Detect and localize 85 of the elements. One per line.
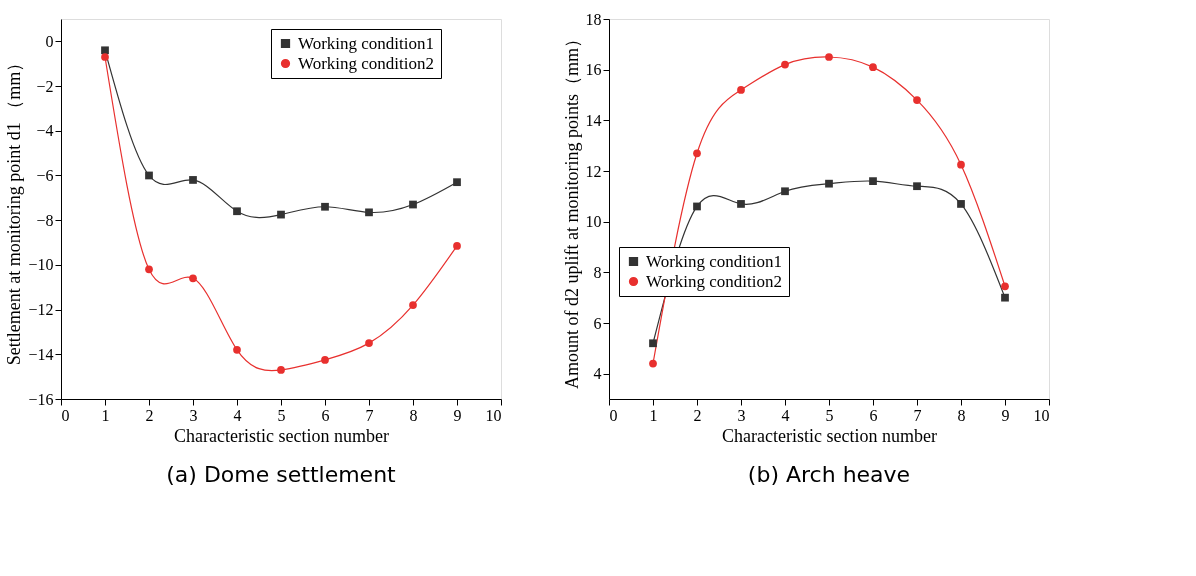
x-tick-label: 6 — [869, 406, 878, 424]
x-tick-label: 0 — [61, 406, 70, 424]
y-axis-title: Settlement at monitoring point d1 （mm） — [4, 53, 25, 366]
y-tick-label: 12 — [585, 162, 602, 180]
x-tick-label: 5 — [825, 406, 834, 424]
point — [957, 200, 965, 208]
y-tick-label: 18 — [585, 10, 602, 28]
point — [189, 176, 197, 184]
x-tick-label: 2 — [145, 406, 154, 424]
x-tick-label: 3 — [189, 406, 198, 424]
point — [409, 200, 417, 209]
point — [365, 208, 373, 217]
x-tick-label: 9 — [1001, 406, 1010, 424]
point — [825, 53, 833, 61]
y-tick-label: 14 — [585, 111, 602, 129]
y-tick-label: 8 — [593, 263, 602, 281]
x-tick-label: 1 — [101, 406, 110, 424]
point — [781, 60, 789, 69]
point — [781, 187, 789, 196]
x-tick-label: 10 — [1033, 406, 1050, 424]
point — [1001, 293, 1009, 302]
y-tick-label: −14 — [28, 345, 54, 363]
y-tick-label: −12 — [28, 301, 54, 319]
point — [145, 265, 153, 274]
point — [233, 207, 241, 216]
point — [101, 53, 109, 61]
legend-label: Working condition1 — [646, 251, 783, 271]
y-tick-label: 6 — [593, 314, 602, 332]
point — [737, 86, 745, 94]
point — [365, 339, 373, 347]
x-tick-label: 7 — [913, 406, 922, 424]
point — [693, 149, 701, 158]
y-tick-label: −8 — [36, 211, 54, 229]
point — [1001, 282, 1009, 291]
y-tick-label: −6 — [36, 166, 54, 184]
point — [869, 63, 877, 71]
x-axis-title: Characteristic section number — [174, 425, 389, 446]
x-tick-label: 9 — [453, 406, 462, 424]
y-tick-label: −10 — [28, 256, 54, 274]
legend-label: Working condition2 — [298, 53, 435, 73]
text: (b) Arch heave — [747, 462, 911, 487]
y-tick-label: −2 — [36, 77, 54, 95]
point — [913, 96, 921, 104]
point — [189, 274, 197, 283]
point — [693, 202, 701, 211]
point — [321, 202, 329, 211]
point — [321, 356, 329, 364]
x-tick-label: 3 — [737, 406, 746, 424]
x-tick-label: 2 — [693, 406, 702, 424]
x-tick-label: 4 — [233, 406, 242, 424]
point — [649, 359, 657, 368]
point — [145, 171, 153, 180]
point — [869, 177, 877, 186]
point — [101, 46, 109, 55]
y-tick-label: 0 — [45, 32, 54, 50]
x-axis-title: Characteristic section number — [722, 425, 937, 446]
point — [649, 339, 657, 348]
x-tick-label: 7 — [365, 406, 374, 424]
x-tick-label: 10 — [485, 406, 502, 424]
legend-label: Working condition1 — [298, 33, 435, 53]
x-tick-label: 8 — [957, 406, 966, 424]
point — [277, 366, 285, 374]
text: (a) Dome settlement — [166, 462, 397, 487]
x-tick-label: 6 — [321, 406, 330, 424]
x-tick-label: 4 — [781, 406, 790, 424]
point — [453, 242, 461, 250]
x-tick-label: 1 — [649, 406, 658, 424]
x-tick-label: 0 — [609, 406, 618, 424]
y-tick-label: −16 — [28, 390, 54, 408]
point — [233, 345, 241, 354]
x-tick-label: 5 — [277, 406, 286, 424]
y-tick-label: 4 — [593, 365, 602, 383]
point — [409, 301, 417, 309]
legend-label: Working condition2 — [646, 271, 783, 291]
y-tick-label: 10 — [585, 213, 602, 231]
y-tick-label: −4 — [36, 122, 54, 140]
point — [825, 179, 833, 188]
point — [957, 160, 965, 169]
point — [277, 210, 285, 219]
point — [913, 182, 921, 191]
x-tick-label: 8 — [409, 406, 418, 424]
point — [737, 200, 745, 208]
y-tick-label: 16 — [585, 61, 602, 79]
y-axis-title: Amount of d2 uplift at monitoring points（mm） — [561, 30, 582, 389]
point — [453, 178, 461, 187]
